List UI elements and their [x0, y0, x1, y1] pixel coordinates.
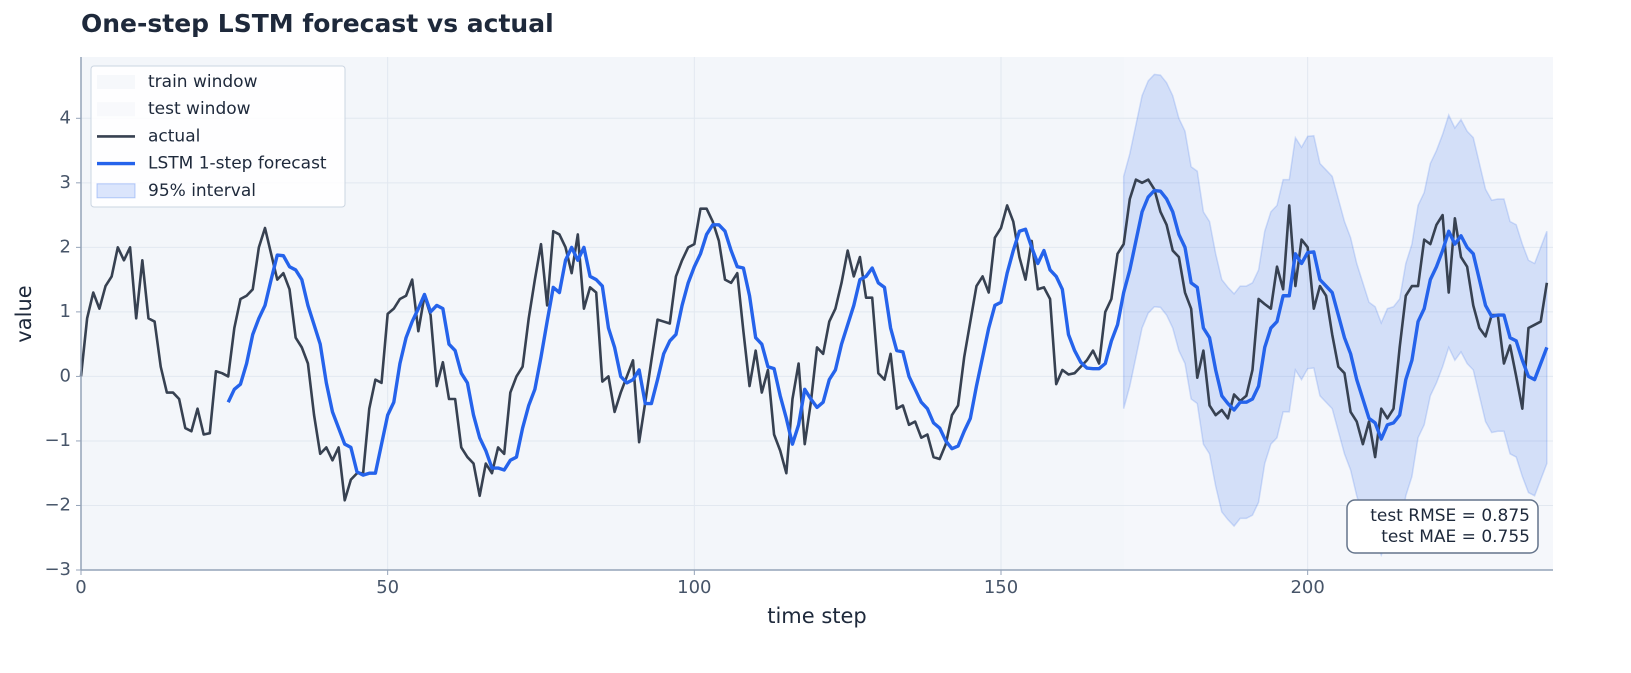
annotation-text: test MAE = 0.755: [1381, 527, 1530, 547]
y-tick-label: 0: [60, 365, 71, 386]
series-line: [79, 178, 1549, 502]
annotation-text: test RMSE = 0.875: [1370, 506, 1530, 526]
legend: train window test window actual LSTM 1-step…: [90, 65, 346, 208]
y-axis-label: value: [12, 285, 36, 342]
legend-box: [90, 65, 346, 208]
y-tick-label: 4: [60, 107, 71, 128]
y-tick-label: −2: [44, 494, 71, 515]
legend-swatch: [97, 75, 135, 89]
series-line: [226, 188, 1549, 477]
x-tick-label: 50: [376, 577, 399, 598]
x-tick-label: 0: [75, 577, 86, 598]
chart-title: One-step LSTM forecast vs actual: [81, 9, 554, 38]
x-tick-label: 200: [1290, 577, 1324, 598]
y-tick-label: 1: [60, 301, 71, 322]
annotation-box: [1346, 499, 1539, 554]
legend-swatch: [96, 183, 136, 199]
legend-label: actual: [148, 126, 200, 146]
y-tick-label: −3: [44, 559, 71, 580]
legend-label: train window: [148, 72, 258, 92]
x-axis-label: time step: [767, 604, 867, 628]
x-tick-label: 100: [677, 577, 711, 598]
legend-label: LSTM 1-step forecast: [148, 154, 327, 174]
y-tick-label: 2: [60, 236, 71, 257]
interval-band: [1122, 73, 1548, 558]
legend-swatch: [97, 102, 135, 117]
legend-label: test window: [148, 99, 251, 119]
y-tick-label: −1: [44, 430, 71, 451]
x-tick-label: 150: [984, 577, 1018, 598]
y-tick-label: 3: [60, 172, 71, 193]
legend-label: 95% interval: [148, 181, 256, 201]
